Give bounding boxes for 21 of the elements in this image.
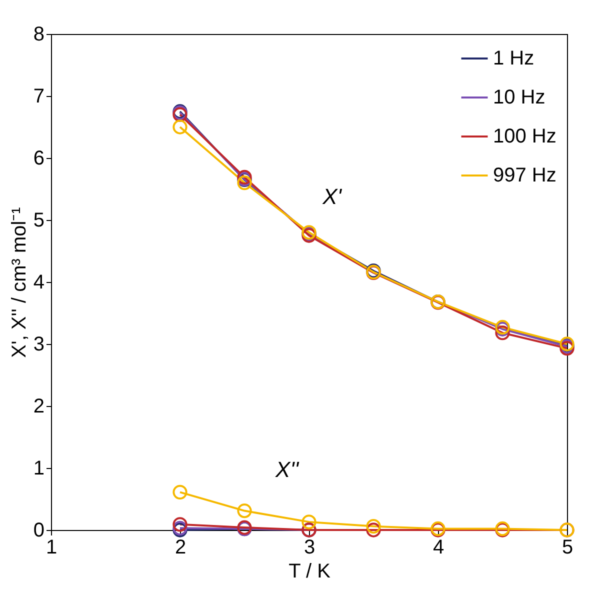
y-axis-title: X', X'' / cm³ mol⁻¹ xyxy=(8,206,30,358)
annotation: X'' xyxy=(274,457,300,482)
y-tick-label: 6 xyxy=(33,148,44,170)
y-tick-label: 7 xyxy=(33,86,44,108)
legend-label: 10 Hz xyxy=(493,86,546,108)
x-tick-label: 3 xyxy=(304,536,316,558)
legend-label: 100 Hz xyxy=(493,126,556,148)
y-tick-label: 1 xyxy=(33,458,44,480)
legend-label: 1 Hz xyxy=(493,48,534,70)
y-tick-label: 3 xyxy=(33,334,44,356)
annotation: X' xyxy=(322,184,342,209)
y-tick-label: 5 xyxy=(33,210,44,232)
y-tick-label: 4 xyxy=(33,272,44,294)
x-tick-label: 5 xyxy=(562,536,574,558)
x-axis-title: T / K xyxy=(288,560,332,582)
y-tick-label: 2 xyxy=(33,396,44,418)
x-tick-label: 2 xyxy=(174,536,186,558)
x-tick-label: 4 xyxy=(432,536,444,558)
legend-label: 997 Hz xyxy=(493,164,556,186)
y-tick-label: 0 xyxy=(33,520,44,542)
y-tick-label: 8 xyxy=(33,24,44,46)
